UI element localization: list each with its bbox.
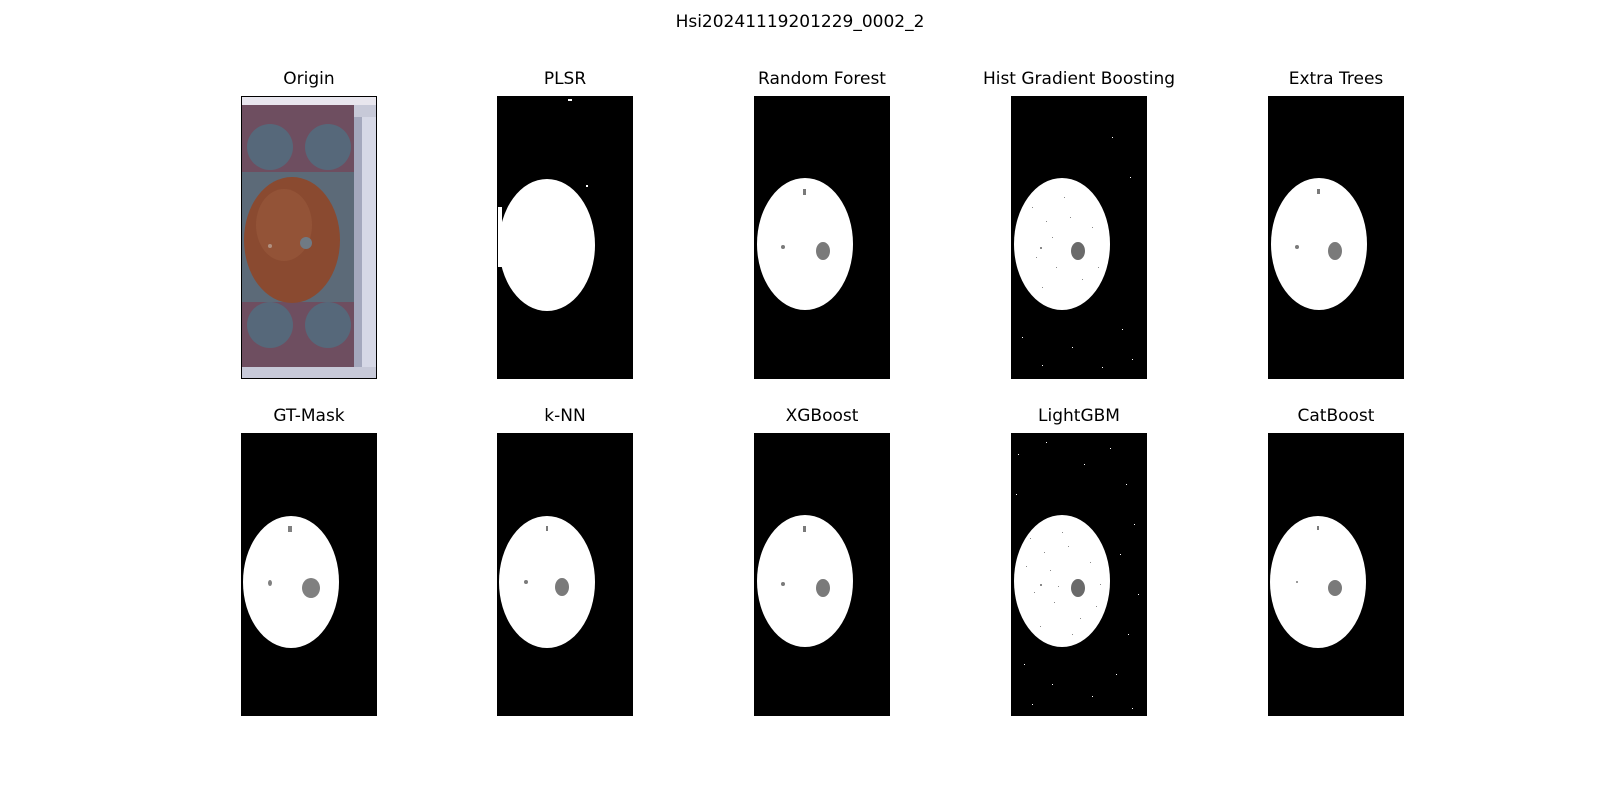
mask-k-nn <box>497 433 633 716</box>
mask-xgboost <box>754 433 890 716</box>
mask-lightgbm <box>1011 433 1147 716</box>
mask-gt <box>241 433 377 716</box>
mask-lightgbm-graphic <box>1014 442 1139 709</box>
mask-gt-graphic <box>243 516 339 648</box>
origin-image <box>241 96 377 379</box>
mask-plsr <box>497 96 633 379</box>
panel-title-xgboost: XGBoost <box>785 406 859 426</box>
mask-extra-trees <box>1268 96 1404 379</box>
mask-hist-gradient-boosting-graphic <box>1014 137 1133 368</box>
mask-k-nn-graphic <box>499 516 595 648</box>
panel-title-lightgbm: LightGBM <box>1038 406 1120 426</box>
panel-title-extra-trees: Extra Trees <box>1288 69 1384 89</box>
origin-image-graphic <box>242 97 376 378</box>
mask-plsr-graphic <box>498 99 595 311</box>
mask-random-forest <box>754 96 890 379</box>
panel-title-gt-mask: GT-Mask <box>273 406 345 426</box>
panel-title-hist-gradient-boosting: Hist Gradient Boosting <box>982 69 1176 89</box>
mask-hist-gradient-boosting <box>1011 96 1147 379</box>
panel-title-origin: Origin <box>283 69 335 89</box>
mask-catboost-graphic <box>1270 516 1366 648</box>
mask-xgboost-graphic <box>757 515 853 647</box>
panel-title-k-nn: k-NN <box>544 406 586 426</box>
panel-title-catboost: CatBoost <box>1297 406 1375 426</box>
mask-random-forest-graphic <box>757 178 853 310</box>
mask-catboost <box>1268 433 1404 716</box>
panel-title-plsr: PLSR <box>543 69 587 89</box>
figure-title: Hsi20241119201229_0002_2 <box>675 12 925 32</box>
mask-extra-trees-graphic <box>1271 178 1367 310</box>
panel-title-random-forest: Random Forest <box>758 69 886 89</box>
